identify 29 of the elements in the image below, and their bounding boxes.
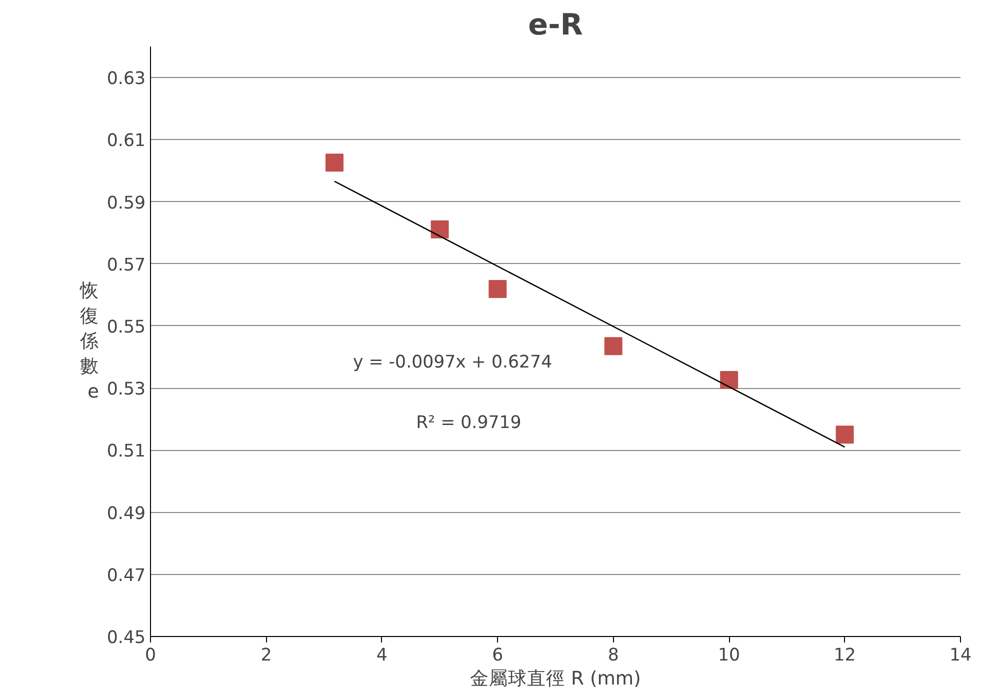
x-tick-label: 14 [949, 646, 972, 666]
x-tick-label: 0 [144, 646, 156, 666]
y-tick-label: 0.45 [106, 628, 146, 648]
annotation: R² = 0.9719 [416, 413, 522, 434]
y-tick-label: 0.59 [106, 193, 146, 214]
point [720, 371, 738, 390]
x-tick-label: 10 [718, 646, 740, 666]
x-tick-label: 8 [608, 646, 619, 666]
point [604, 337, 622, 356]
y-tick-label: 0.49 [106, 504, 146, 524]
chart-title: e-R [528, 8, 583, 42]
point [488, 280, 507, 298]
y-tick-label: 0.51 [106, 442, 146, 462]
y-tick-label: 0.63 [106, 69, 146, 90]
x-tick-label: 12 [834, 646, 856, 666]
y-tick-label: 0.61 [106, 131, 146, 152]
y-tick-label: 0.55 [106, 317, 146, 338]
y-axis-title: 恢復係數e [78, 280, 99, 402]
x-tick-label: 6 [492, 646, 504, 666]
x-axis-title: 金屬球直徑 R (mm) [470, 668, 641, 690]
y-tick-label: 0.53 [106, 380, 146, 400]
point [836, 426, 854, 444]
x-tick-label: 2 [260, 646, 272, 666]
annotation: y = -0.0097x + 0.6274 [353, 352, 552, 373]
y-tick-label: 0.57 [106, 255, 146, 276]
point [325, 154, 344, 172]
x-tick-label: 4 [376, 646, 388, 666]
y-tick-label: 0.47 [106, 566, 146, 586]
point [430, 220, 449, 238]
